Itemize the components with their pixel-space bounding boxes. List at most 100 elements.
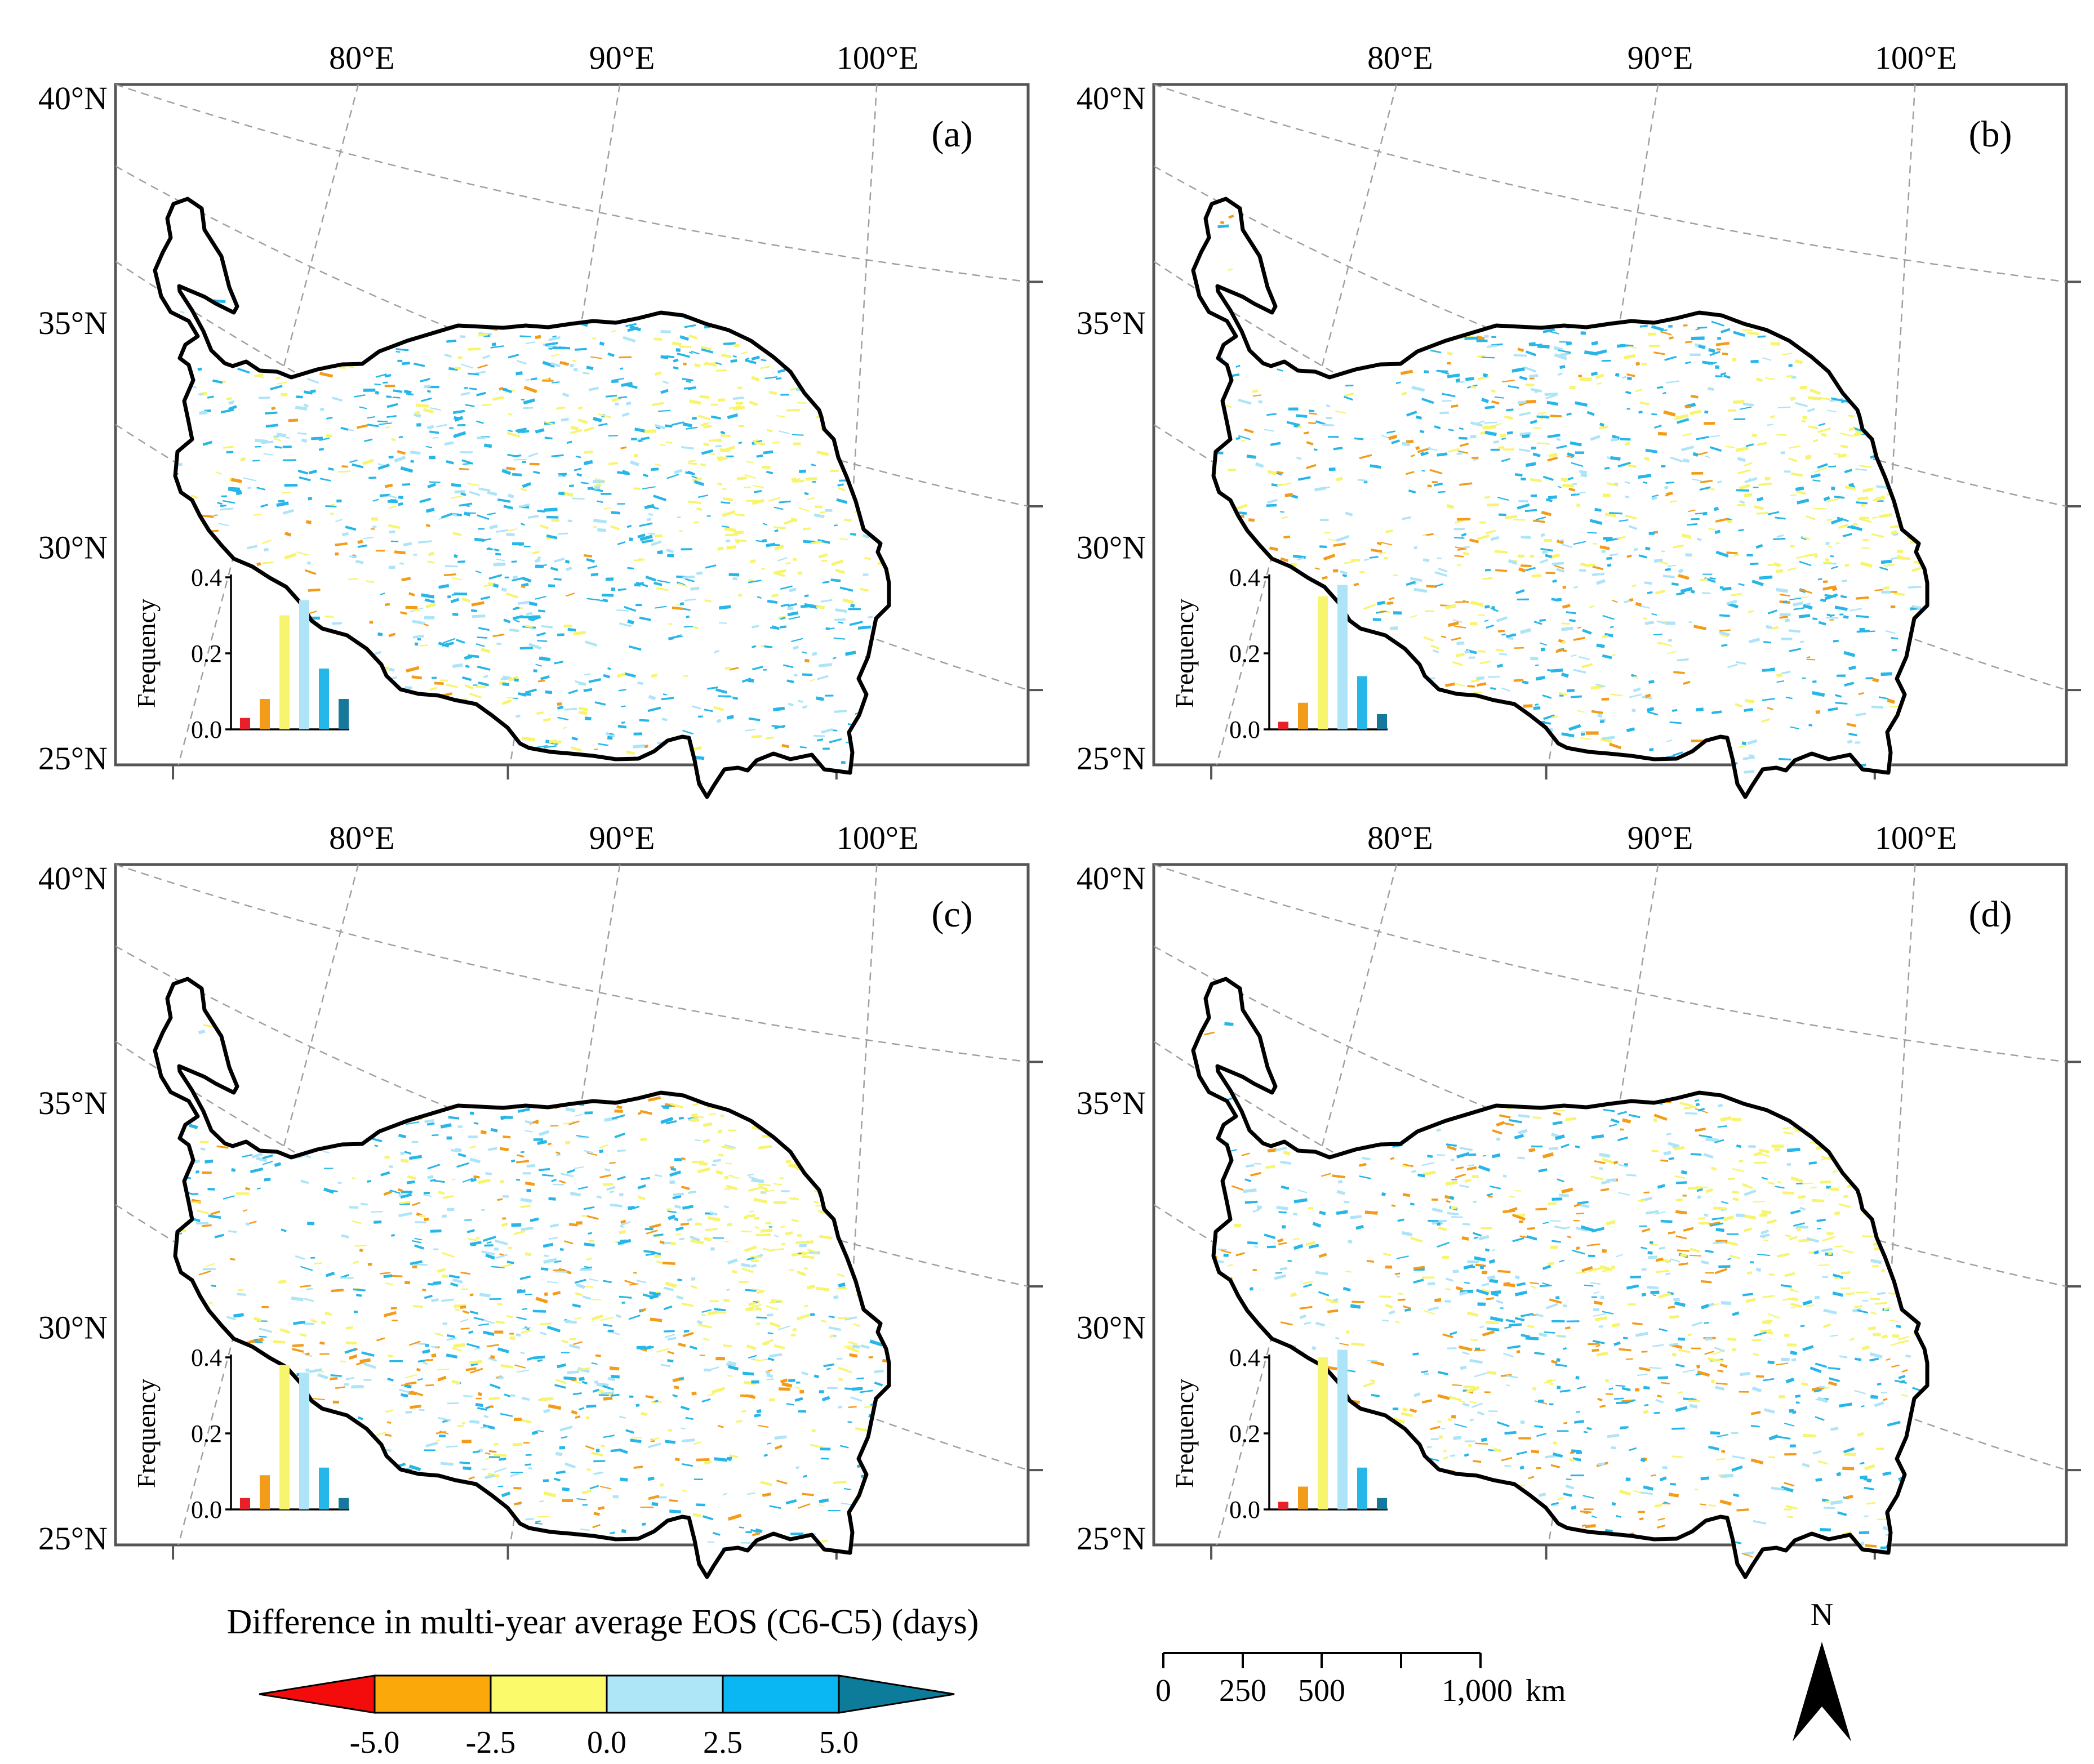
frequency-histogram: Frequency 0.0 0.2 0.4: [132, 564, 349, 743]
scale-bar-label: 1,000: [1442, 1673, 1513, 1708]
north-arrow-icon: [1793, 1642, 1851, 1741]
legend-swatch-minus2.5-to-0: [490, 1674, 608, 1714]
legend-tick-label: 2.5: [703, 1725, 743, 1760]
histogram-bar: [1298, 702, 1308, 729]
longitude-label: 80°E: [1367, 39, 1433, 76]
latitude-label: 25°N: [38, 740, 108, 777]
histogram-ytick: 0.2: [1229, 1420, 1260, 1447]
latitude-label: 40°N: [1077, 860, 1146, 897]
latitude-label: 25°N: [38, 1520, 108, 1557]
latitude-label: 25°N: [1077, 740, 1146, 777]
longitude-label: 80°E: [329, 39, 395, 76]
histogram-ylabel: Frequency: [132, 1379, 161, 1488]
longitude-label: 100°E: [837, 39, 919, 76]
histogram-ylabel: Frequency: [132, 599, 161, 708]
histogram-bar: [1278, 721, 1288, 729]
legend-swatch-below-minus-5: [259, 1674, 376, 1714]
legend-tick-label: -2.5: [466, 1725, 516, 1760]
histogram-ytick: 0.2: [191, 1420, 222, 1447]
histogram-bar: [339, 1498, 349, 1509]
panel-label: (b): [1969, 114, 2012, 155]
histogram-bar: [319, 669, 329, 729]
frequency-histogram: Frequency 0.0 0.2 0.4: [132, 1344, 349, 1524]
latitude-label: 40°N: [1077, 80, 1146, 117]
latitude-label: 30°N: [38, 1309, 108, 1346]
latitude-label: 40°N: [38, 80, 108, 117]
map-panel: 80°E 90°E 100°E 40°N 35°N 30°N 25°N (d) Frequenc…: [1077, 819, 2081, 1583]
histogram-ytick: 0.2: [1229, 640, 1260, 667]
histogram-ytick: 0.2: [191, 640, 222, 667]
histogram-bar: [1357, 1467, 1367, 1509]
latitude-label: 35°N: [38, 1085, 108, 1121]
scale-bar-label: 0: [1155, 1673, 1171, 1708]
longitude-label: 90°E: [1628, 819, 1693, 856]
histogram-bar: [240, 718, 250, 729]
legend-swatch-above-5: [838, 1674, 955, 1714]
scale-bar-label: 250: [1219, 1673, 1266, 1708]
histogram-bar: [299, 1373, 309, 1509]
longitude-label: 100°E: [1875, 819, 1957, 856]
histogram-bar: [1278, 1502, 1288, 1509]
latitude-label: 25°N: [1077, 1520, 1146, 1557]
histogram-bar: [299, 600, 309, 729]
legend-swatch-minus5-to-minus2.5: [374, 1674, 492, 1714]
histogram-ytick: 0.0: [191, 1496, 222, 1524]
legend-tick-label: -5.0: [350, 1725, 400, 1760]
latitude-label: 35°N: [38, 305, 108, 341]
histogram-ytick: 0.0: [191, 716, 222, 743]
histogram-ytick: 0.4: [191, 564, 222, 591]
frequency-histogram: Frequency 0.0 0.2 0.4: [1170, 564, 1388, 743]
latitude-label: 30°N: [1077, 1309, 1146, 1346]
longitude-label: 90°E: [1628, 39, 1693, 76]
legend-tick-label: 0.0: [587, 1725, 626, 1760]
histogram-bar: [1337, 585, 1348, 729]
histogram-ytick: 0.0: [1229, 1496, 1260, 1524]
frequency-histogram: Frequency 0.0 0.2 0.4: [1170, 1344, 1388, 1524]
map-panel: 80°E 90°E 100°E 40°N 35°N 30°N 25°N (b) Frequenc…: [1077, 39, 2081, 806]
scale-bar-label: 500: [1298, 1673, 1345, 1708]
map-panel: 80°E 90°E 100°E 40°N 35°N 30°N 25°N (a) Frequenc…: [38, 39, 1043, 802]
latitude-label: 40°N: [38, 860, 108, 897]
longitude-label: 100°E: [1875, 39, 1957, 76]
histogram-bar: [1357, 676, 1367, 729]
histogram-ylabel: Frequency: [1170, 1379, 1199, 1488]
longitude-label: 90°E: [589, 39, 655, 76]
longitude-label: 80°E: [1367, 819, 1433, 856]
histogram-ylabel: Frequency: [1170, 599, 1199, 708]
latitude-label: 35°N: [1077, 305, 1146, 341]
panel-label: (d): [1969, 894, 2012, 935]
histogram-ytick: 0.0: [1229, 716, 1260, 743]
panel-label: (a): [931, 114, 972, 155]
histogram-bar: [260, 699, 270, 729]
map-panel: 80°E 90°E 100°E 40°N 35°N 30°N 25°N (c) Frequenc…: [38, 819, 1043, 1584]
scale-bar: 0 250 500 1,000 km: [1155, 1652, 1566, 1708]
histogram-bar: [279, 1365, 290, 1509]
histogram-bar: [1377, 1498, 1387, 1509]
latitude-label: 35°N: [1077, 1085, 1146, 1121]
legend-title: Difference in multi-year average EOS (C6…: [227, 1603, 979, 1641]
latitude-label: 30°N: [38, 529, 108, 565]
latitude-label: 30°N: [1077, 529, 1146, 565]
histogram-ytick: 0.4: [191, 1344, 222, 1371]
histogram-bar: [240, 1498, 250, 1509]
legend-swatch-2.5-to-5: [722, 1674, 840, 1714]
histogram-bar: [260, 1475, 270, 1509]
frame-ticks: [172, 1061, 1043, 1560]
histogram-ytick: 0.4: [1229, 1344, 1260, 1371]
legend-swatch-0-to-2.5: [606, 1674, 724, 1714]
histogram-bar: [1318, 1357, 1328, 1509]
legend-tick-label: 5.0: [819, 1725, 859, 1760]
histogram-bar: [1318, 596, 1328, 729]
colorbar-legend: Difference in multi-year average EOS (C6…: [227, 1603, 979, 1760]
longitude-label: 100°E: [837, 819, 919, 856]
histogram-bar: [1298, 1486, 1308, 1509]
histogram-ytick: 0.4: [1229, 564, 1260, 591]
north-label: N: [1811, 1597, 1833, 1632]
scale-bar-unit: km: [1526, 1673, 1566, 1708]
panel-label: (c): [931, 894, 972, 935]
histogram-bar: [279, 615, 290, 729]
histogram-bar: [319, 1467, 329, 1509]
histogram-bar: [1337, 1349, 1348, 1509]
north-arrow: N: [1793, 1597, 1851, 1741]
